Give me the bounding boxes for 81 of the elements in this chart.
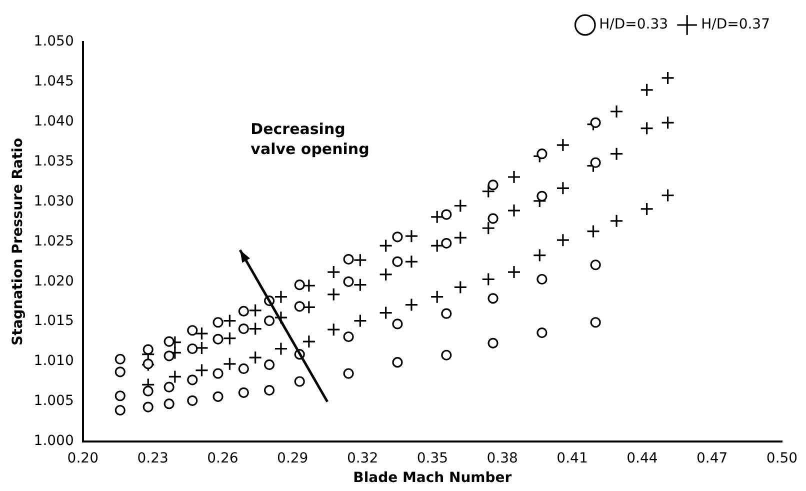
y-axis-title: Stagnation Pressure Ratio [10,138,26,346]
point [238,306,249,316]
point [536,327,548,338]
point [187,395,198,406]
point [164,398,174,410]
point [294,301,305,312]
point [142,358,154,370]
point [488,180,498,190]
point [590,117,601,128]
point [441,238,452,249]
point [590,317,601,328]
legend-label: H/D=0.33 [599,16,668,33]
x-tick-label: 0.38 [486,450,518,466]
point [264,384,275,396]
point [187,325,198,336]
x-tick-label: 0.44 [626,450,658,466]
point [114,390,126,402]
point [114,404,126,416]
legend-label: H/D=0.37 [701,16,770,33]
x-tick-label: 0.32 [346,450,378,466]
point [488,293,498,304]
point [343,254,354,265]
point [238,323,249,334]
x-tick-label: 0.26 [207,450,238,466]
x-tick-label: 0.20 [67,450,98,466]
y-tick-label: 1.005 [34,393,74,410]
x-tick-label: 0.35 [416,450,448,466]
point [238,387,249,398]
point [187,343,198,354]
point [142,386,154,396]
x-tick-label: 0.47 [696,450,728,466]
point [343,276,354,287]
point [488,213,498,224]
x-tick-label: 0.29 [277,450,308,466]
point [392,256,403,267]
y-tick-label: 1.045 [34,74,74,90]
point [536,274,548,285]
y-tick-label: 1.050 [34,34,74,50]
point [590,157,601,168]
point [294,376,305,387]
point [392,318,403,330]
y-tick-label: 1.020 [34,273,74,290]
point [187,374,198,386]
x-tick-label: 0.23 [137,450,168,466]
point [164,350,174,362]
point [264,359,275,370]
point [294,280,305,290]
point [164,336,174,347]
point [212,317,224,328]
annotation: Decreasing valve opening [250,120,370,158]
y-tick-label: 1.025 [34,233,74,250]
point [536,190,548,202]
point [114,354,126,364]
point [264,315,275,326]
y-tick-label: 1.015 [34,313,74,330]
point [142,344,154,355]
point [343,368,354,379]
x-tick-label: 0.41 [556,450,588,466]
point [392,357,403,368]
point [488,338,498,348]
point [164,382,174,392]
point [212,334,224,344]
y-tick-label: 1.030 [34,193,74,210]
x-tick-label: 0.50 [766,450,798,466]
x-axis-title: Blade Mach Number [353,470,512,486]
point [343,331,354,342]
y-tick-label: 1.040 [34,114,74,130]
point [441,308,452,319]
point [142,402,154,412]
point [212,391,224,402]
point [238,363,249,374]
point [441,209,452,220]
point [441,350,452,360]
y-tick-label: 1.000 [34,433,74,450]
point [590,260,601,270]
point [212,368,224,379]
y-tick-label: 1.035 [34,153,74,170]
point [392,232,403,242]
point [536,148,548,160]
y-tick-label: 1.010 [34,353,74,370]
point [114,366,126,378]
